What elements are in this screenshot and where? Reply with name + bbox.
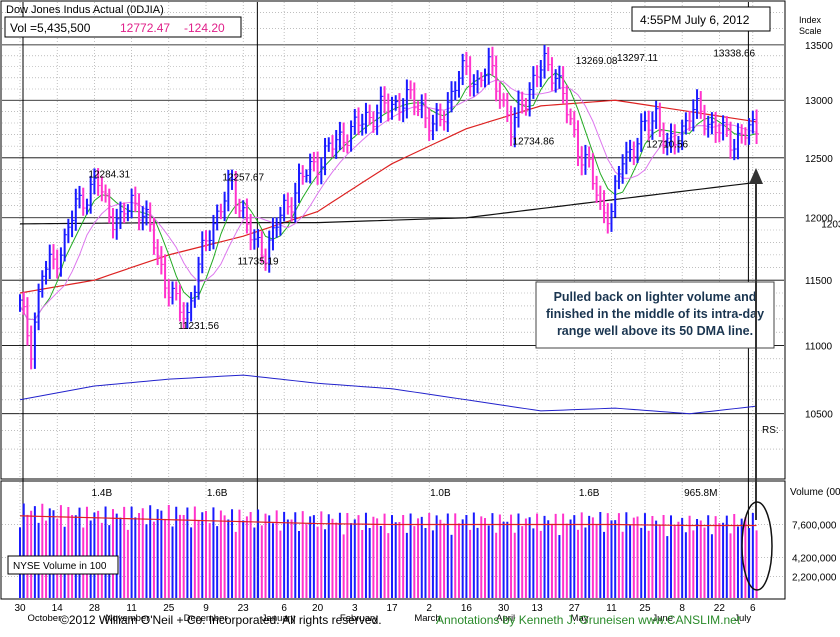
volume-axis-title: Volume (00) bbox=[790, 487, 840, 498]
price-point-label: 12734.86 bbox=[513, 136, 555, 147]
annotation-arrow-head bbox=[749, 168, 763, 184]
timestamp: 4:55PM July 6, 2012 bbox=[640, 13, 750, 27]
x-tick-label: 13 bbox=[532, 603, 544, 614]
price-point-label: 13269.08 bbox=[576, 56, 618, 67]
price-panel-frame bbox=[0, 0, 786, 480]
x-tick-label: 30 bbox=[498, 603, 510, 614]
volume-readout: Vol =5,435,500 bbox=[10, 21, 91, 35]
x-tick-label: 11 bbox=[126, 603, 137, 614]
price-point-label: 13297.11 bbox=[617, 53, 658, 64]
y-tick-label: 11000 bbox=[805, 341, 833, 352]
volume-legend-box bbox=[7, 555, 119, 575]
x-tick-label: 23 bbox=[238, 603, 250, 614]
price-point-label: 13338.66 bbox=[713, 49, 755, 60]
month-label: January bbox=[262, 613, 296, 624]
index-scale-label-2: Scale bbox=[799, 26, 822, 36]
x-tick-label: 27 bbox=[569, 603, 581, 614]
x-tick-label: 25 bbox=[639, 603, 651, 614]
x-tick-label: 20 bbox=[312, 603, 324, 614]
header-quote-box bbox=[4, 16, 242, 38]
price-point-label: 12035.09 bbox=[821, 219, 840, 230]
annotation-line-2: finished in the middle of its intra-day bbox=[546, 307, 764, 321]
volume-tick-label: 7,600,000 bbox=[792, 521, 837, 532]
volume-peak-label: 1.4B bbox=[92, 488, 113, 499]
footer-copyright: ©2012 William O'Neil + Co. Incorporated.… bbox=[60, 613, 382, 627]
month-label: March bbox=[414, 613, 440, 624]
y-tick-label: 13000 bbox=[805, 96, 833, 107]
timestamp-box bbox=[631, 6, 771, 32]
volume-bars bbox=[19, 503, 758, 598]
volume-highlight-ellipse bbox=[741, 501, 773, 591]
volume-peak-label: 1.6B bbox=[207, 488, 228, 499]
volume-peak-label: 1.0B bbox=[430, 488, 451, 499]
month-label: April bbox=[496, 613, 515, 624]
price-axis: 10500 11000 11500 12000 12500 13000 13500 bbox=[805, 41, 833, 421]
x-tick-label: 30 bbox=[14, 603, 26, 614]
volume-tick-label: 2,200,000 bbox=[792, 573, 837, 584]
x-tick-label: 16 bbox=[461, 603, 473, 614]
month-label: December bbox=[184, 613, 228, 624]
y-tick-label: 11500 bbox=[805, 276, 833, 287]
x-tick-label: 28 bbox=[89, 603, 101, 614]
annotation-line-1: Pulled back on lighter volume and bbox=[554, 290, 757, 304]
x-tick-label: 6 bbox=[750, 603, 756, 614]
date-axis: 30 14 28 11 25 9 23 6 20 3 17 2 16 30 13 27 11 25 8 22 6 Octo… bbox=[14, 603, 756, 624]
y-tick-label: 12000 bbox=[805, 214, 833, 225]
x-tick-label: 8 bbox=[679, 603, 685, 614]
volume-peak-label: 1.6B bbox=[579, 488, 600, 499]
x-tick-label: 17 bbox=[386, 603, 398, 614]
rs-label: RS: bbox=[762, 425, 779, 436]
month-label: October bbox=[27, 613, 61, 624]
footer-annotations: Annotations by Kenneth J. Gruneisen www.… bbox=[436, 613, 741, 627]
x-tick-label: 9 bbox=[203, 603, 209, 614]
x-tick-label: 22 bbox=[714, 603, 726, 614]
price-point-label: 12257.67 bbox=[222, 173, 264, 184]
month-label: May bbox=[571, 613, 589, 624]
volume-tick-label: 4,200,000 bbox=[792, 553, 837, 564]
price-readout: 12772.47 bbox=[120, 21, 170, 35]
price-point-label: 11735.19 bbox=[238, 256, 279, 267]
sma50-line bbox=[19, 99, 757, 294]
x-tick-label: 2 bbox=[426, 603, 432, 614]
month-label: November bbox=[106, 613, 150, 624]
annotation-line-3: range well above its 50 DMA line. bbox=[557, 324, 753, 338]
chart-title: Dow Jones Indus Actual (0DJIA) bbox=[6, 4, 164, 16]
x-tick-label: 11 bbox=[606, 603, 617, 614]
annotation-box bbox=[535, 281, 775, 349]
x-tick-label: 6 bbox=[281, 603, 287, 614]
price-point-label: 11231.56 bbox=[178, 321, 219, 332]
rs-line bbox=[19, 374, 757, 415]
change-readout: -124.20 bbox=[184, 21, 225, 35]
y-tick-label: 10500 bbox=[805, 410, 833, 421]
price-bars bbox=[19, 44, 760, 370]
volume-peak-label: 965.8M bbox=[684, 488, 717, 499]
price-point-label: 12710.56 bbox=[646, 139, 688, 150]
month-label: June bbox=[652, 613, 673, 624]
price-point-label: 12284.31 bbox=[88, 169, 130, 180]
volume-average-line bbox=[19, 515, 757, 527]
month-label: July bbox=[734, 613, 751, 624]
x-tick-label: 3 bbox=[352, 603, 358, 614]
y-tick-label: 12500 bbox=[805, 154, 833, 165]
x-tick-label: 25 bbox=[163, 603, 175, 614]
price-point-labels: 12284.31 12257.67 11735.19 11231.56 13269.08… bbox=[88, 49, 840, 499]
y-tick-label: 13500 bbox=[805, 41, 833, 52]
volume-legend: NYSE Volume in 100 bbox=[13, 561, 107, 572]
grid-lines bbox=[2, 2, 784, 598]
volume-axis: 2,200,000 4,200,000 7,600,000 bbox=[792, 521, 837, 584]
x-tick-label: 14 bbox=[52, 603, 64, 614]
month-label: February bbox=[340, 613, 378, 624]
index-scale-label: Index bbox=[799, 15, 822, 25]
